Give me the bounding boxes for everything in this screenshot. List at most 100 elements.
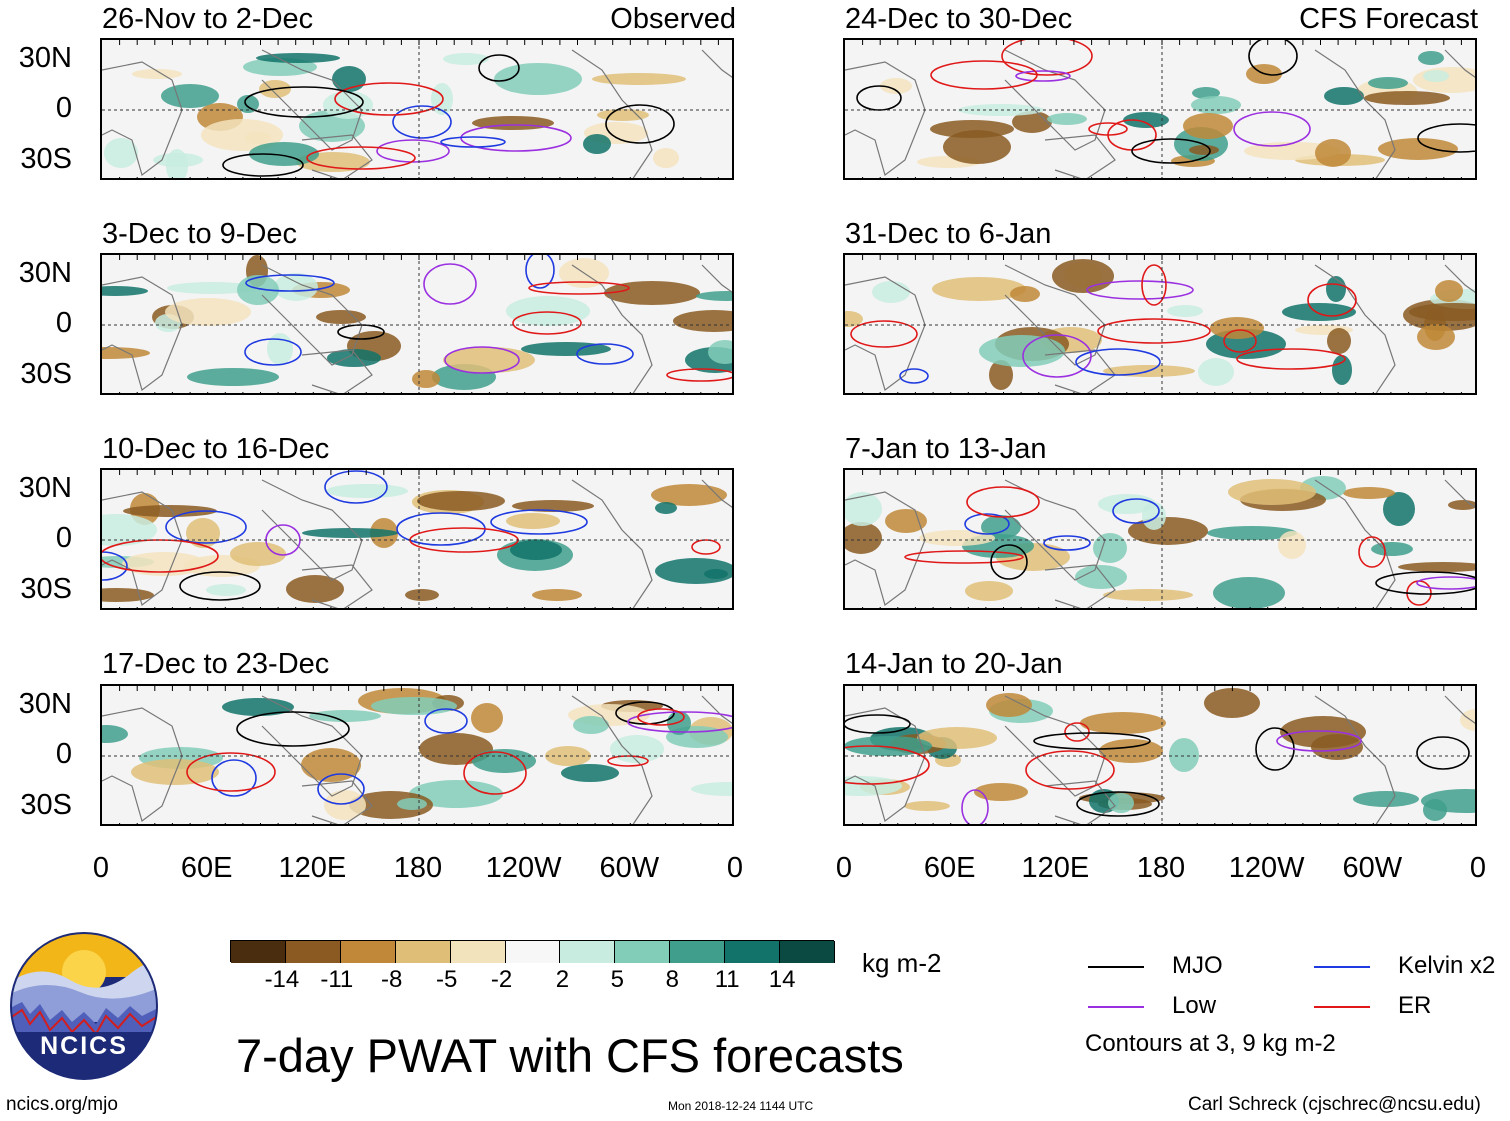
colorbar-unit: kg m-2 [862,948,942,978]
contour-line [850,320,918,348]
logo-text: NCICS [40,1032,128,1060]
contour-line [1097,318,1211,344]
pwat-anomaly [1075,565,1127,589]
pwat-anomaly [1383,492,1415,526]
contour-line [525,255,555,289]
colorbar-label: 14 [768,966,796,993]
panel-title-left-2: 10-Dec to 16-Dec [102,433,330,465]
pwat-anomaly [256,53,340,63]
lat-label: 30S [20,789,72,821]
colorbar [230,940,835,963]
contour-line [1022,334,1092,378]
pwat-anomaly [583,134,611,154]
pwat-anomaly [286,575,344,603]
pwat-anomaly [532,589,582,601]
pwat-anomaly [1128,517,1208,545]
contour-line [528,281,630,295]
lon-label: 120E [1021,852,1090,884]
pwat-anomaly [302,528,398,538]
lon-label: 60W [1342,852,1403,884]
pwat-anomaly [166,149,188,178]
pwat-anomaly [237,275,279,305]
lat-label: 30S [20,358,72,390]
pwat-anomaly [1192,87,1220,99]
pwat-anomaly [1047,113,1087,125]
pwat-anomaly [1207,526,1297,540]
coastline [701,695,732,724]
pwat-anomaly [1327,328,1351,354]
pwat-anomaly [965,581,1013,601]
coastline [102,491,183,607]
pwat-anomaly [1093,533,1127,563]
contour-line [1076,791,1160,817]
contour-line [423,263,477,305]
pwat-anomaly [653,148,679,168]
colorbar-label: -14 [264,966,300,993]
colorbar-cell [560,941,616,963]
map-panel [843,253,1477,395]
pwat-anomaly [102,725,128,743]
coastline [571,479,653,608]
pwat-anomaly [1189,145,1219,155]
coastline [845,707,926,823]
contour-line [440,136,506,148]
coastline [845,276,926,392]
contour-line [1015,70,1071,82]
lat-label: 30N [18,42,72,74]
coastline [1044,780,1116,824]
pwat-anomaly [651,484,727,506]
coastline [102,61,183,177]
coastline [845,491,926,607]
coastline [701,49,732,78]
pwat-anomaly [904,801,950,811]
contour-line [244,86,364,118]
coastline [845,61,926,177]
colorbar-label: -5 [435,966,458,993]
pwat-anomaly [989,360,1013,390]
pwat-anomaly [1010,286,1040,302]
pwat-anomaly [167,282,257,294]
panel-title-right-2: 7-Jan to 13-Jan [845,433,1047,465]
pwat-anomaly [1460,709,1475,731]
colorbar-cell [725,941,781,963]
contour-line [615,701,675,725]
lon-label: 120E [278,852,347,884]
pwat-anomaly [1315,139,1351,167]
panel-title-left-3: 17-Dec to 23-Dec [102,648,330,680]
contour-line [1417,123,1475,153]
contour-line [966,486,1040,518]
coastline [301,564,373,608]
map-panel [100,38,734,180]
contour-line [376,139,450,163]
pwat-anomaly [696,291,732,301]
legend-line [1088,1006,1144,1008]
legend-line [1314,966,1370,968]
colorbar-cell [340,941,396,963]
footer-url[interactable]: ncics.org/mjo [6,1094,118,1115]
contour-line [990,544,1028,580]
contour-line [845,745,930,785]
contour-line [1075,348,1161,376]
coastline [261,264,363,366]
colorbar-label: 8 [665,966,679,993]
lon-label: 0 [726,852,744,884]
pwat-anomaly [123,505,217,517]
lat-label: 30N [18,688,72,720]
pwat-anomaly [845,492,882,526]
pwat-anomaly [1213,577,1285,608]
pwat-anomaly [1204,688,1260,718]
pwat-anomaly [187,368,279,386]
contour-line [1358,536,1386,568]
contour-line [222,153,304,177]
pwat-anomaly [397,798,427,810]
coastline [1444,49,1475,78]
map-panel [100,468,734,610]
lat-label: 0 [55,522,72,554]
pwat-anomaly [506,513,560,529]
legend-note: Contours at 3, 9 kg m-2 [1085,1030,1336,1057]
contour-line [899,368,929,384]
pwat-anomaly [1198,358,1234,386]
pwat-anomaly [986,693,1032,717]
legend-label: Kelvin x2 [1398,952,1496,979]
pwat-anomaly [691,782,732,796]
